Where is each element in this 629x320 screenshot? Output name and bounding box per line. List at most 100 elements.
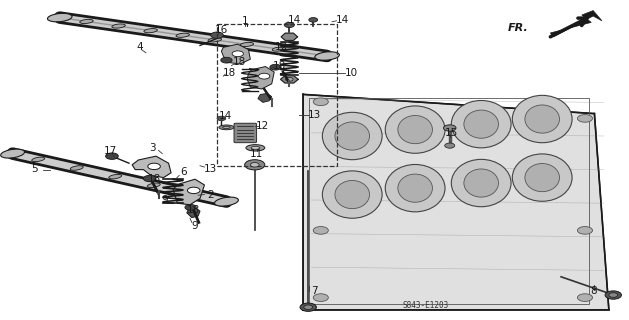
Ellipse shape <box>246 145 265 151</box>
Circle shape <box>313 227 328 234</box>
Text: 8: 8 <box>591 286 597 296</box>
Circle shape <box>313 98 328 106</box>
Polygon shape <box>550 11 602 37</box>
Ellipse shape <box>214 197 238 206</box>
Polygon shape <box>221 44 250 64</box>
FancyBboxPatch shape <box>234 123 257 143</box>
Ellipse shape <box>314 52 340 60</box>
Polygon shape <box>132 156 171 178</box>
Ellipse shape <box>512 95 572 143</box>
Circle shape <box>148 163 160 170</box>
Ellipse shape <box>144 28 157 33</box>
Ellipse shape <box>240 42 253 47</box>
Circle shape <box>309 18 318 22</box>
Circle shape <box>577 294 593 301</box>
Circle shape <box>286 77 293 81</box>
Circle shape <box>300 303 316 311</box>
Text: 4: 4 <box>136 42 143 52</box>
Text: 12: 12 <box>275 42 289 52</box>
Circle shape <box>250 163 259 167</box>
Ellipse shape <box>525 105 560 133</box>
Polygon shape <box>247 67 274 89</box>
Ellipse shape <box>386 106 445 153</box>
Text: 14: 14 <box>287 15 301 25</box>
Text: 6: 6 <box>181 167 187 177</box>
Ellipse shape <box>80 19 93 24</box>
Circle shape <box>284 22 294 28</box>
Bar <box>309 98 589 304</box>
Text: 15: 15 <box>445 128 459 138</box>
Ellipse shape <box>464 169 499 197</box>
Ellipse shape <box>452 159 511 207</box>
Text: 14: 14 <box>218 111 232 121</box>
Ellipse shape <box>464 110 499 138</box>
Text: 7: 7 <box>311 286 318 296</box>
Ellipse shape <box>323 171 382 218</box>
Text: 13: 13 <box>308 109 321 120</box>
Circle shape <box>443 125 456 131</box>
Ellipse shape <box>186 192 199 196</box>
Polygon shape <box>281 33 298 40</box>
Circle shape <box>577 227 593 234</box>
Circle shape <box>304 305 313 309</box>
Text: S843-E1203: S843-E1203 <box>403 301 449 310</box>
Circle shape <box>221 57 232 63</box>
Polygon shape <box>303 94 609 310</box>
Ellipse shape <box>323 112 382 160</box>
Ellipse shape <box>70 166 83 170</box>
Text: 18: 18 <box>187 204 201 215</box>
Text: 9: 9 <box>162 195 168 205</box>
Circle shape <box>245 160 265 170</box>
Circle shape <box>270 64 281 70</box>
Ellipse shape <box>398 174 433 202</box>
Circle shape <box>232 51 243 57</box>
Ellipse shape <box>109 174 122 179</box>
Text: 1: 1 <box>242 16 248 26</box>
Ellipse shape <box>112 24 125 28</box>
Ellipse shape <box>223 126 230 129</box>
Text: 18: 18 <box>273 60 287 71</box>
Ellipse shape <box>386 164 445 212</box>
Circle shape <box>259 73 270 79</box>
Text: 17: 17 <box>103 146 117 156</box>
Ellipse shape <box>512 154 572 201</box>
Polygon shape <box>173 179 204 205</box>
Text: 5: 5 <box>31 164 38 174</box>
Circle shape <box>217 116 226 121</box>
Text: 13: 13 <box>204 164 218 174</box>
Text: 3: 3 <box>149 143 155 153</box>
Ellipse shape <box>47 13 72 22</box>
Polygon shape <box>281 76 298 83</box>
Ellipse shape <box>208 38 221 42</box>
Ellipse shape <box>335 122 370 150</box>
Ellipse shape <box>176 33 189 37</box>
Text: 10: 10 <box>345 68 357 78</box>
Circle shape <box>605 291 621 299</box>
Text: 16: 16 <box>214 25 228 36</box>
Ellipse shape <box>251 147 260 149</box>
Text: FR.: FR. <box>508 23 528 33</box>
Ellipse shape <box>525 164 560 192</box>
Ellipse shape <box>1 149 25 158</box>
Text: 18: 18 <box>223 68 237 78</box>
Circle shape <box>609 293 618 297</box>
Circle shape <box>445 143 455 148</box>
Text: 18: 18 <box>147 173 161 184</box>
Text: 2: 2 <box>208 189 214 200</box>
Circle shape <box>313 294 328 301</box>
Circle shape <box>106 153 118 159</box>
Text: 12: 12 <box>255 121 269 132</box>
Circle shape <box>577 115 593 122</box>
Circle shape <box>185 204 196 210</box>
Circle shape <box>143 175 156 182</box>
Ellipse shape <box>147 183 160 188</box>
Text: 9: 9 <box>192 220 198 231</box>
Circle shape <box>211 32 223 38</box>
Ellipse shape <box>219 125 234 130</box>
Ellipse shape <box>452 100 511 148</box>
Circle shape <box>187 187 200 194</box>
Text: 11: 11 <box>250 148 264 159</box>
Ellipse shape <box>31 157 45 162</box>
Text: 14: 14 <box>336 15 350 25</box>
Ellipse shape <box>335 180 370 209</box>
